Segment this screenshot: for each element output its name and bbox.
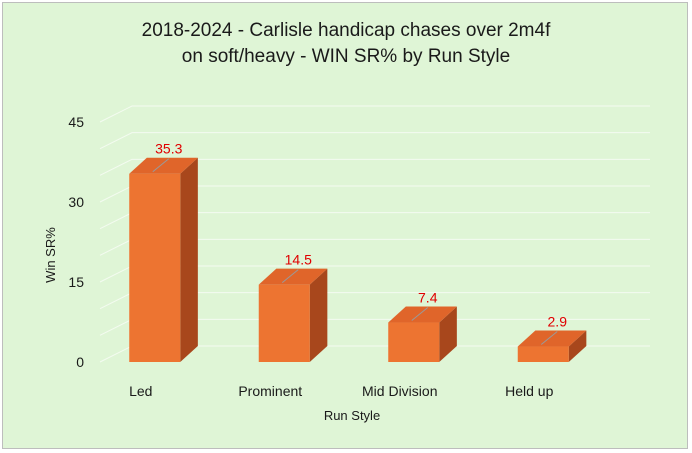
data-label: 7.4 (418, 290, 438, 306)
bar: 35.3 (129, 141, 198, 362)
data-label-leader (540, 331, 558, 345)
chart-title-line-1: 2018-2024 - Carlisle handicap chases ove… (142, 20, 551, 41)
bar-side (309, 268, 328, 362)
gridline (99, 105, 650, 123)
y-tick-label: 15 (68, 274, 84, 290)
bar-front (388, 322, 440, 362)
y-axis-ticks: 0 15 30 45 (68, 114, 84, 370)
data-label: 14.5 (285, 252, 312, 268)
bars: 35.3 14.5 7.4 2.9 (129, 141, 587, 362)
bar-side (439, 306, 457, 362)
data-label: 2.9 (548, 314, 568, 330)
y-tick-label: 30 (68, 194, 84, 210)
bar-front (517, 346, 569, 362)
data-label: 35.3 (155, 141, 182, 157)
gridline (99, 158, 650, 176)
bar-front (129, 173, 181, 362)
bar-top (517, 330, 587, 347)
bar: 7.4 (388, 290, 457, 362)
data-label-leader (281, 269, 299, 284)
gridlines (99, 105, 650, 363)
chart-title-line-2: on soft/heavy - WIN SR% by Run Style (182, 46, 510, 67)
bar: 2.9 (517, 314, 587, 362)
y-tick-label: 45 (68, 114, 84, 130)
x-axis-title: Run Style (324, 408, 380, 423)
bar: 14.5 (258, 252, 328, 362)
y-tick-label: 0 (76, 354, 84, 370)
chart-area (2, 2, 688, 449)
data-label-leader (152, 158, 170, 173)
y-axis-title: Win SR% (43, 227, 58, 283)
category-labels: Led Prominent Mid Division Held up (129, 383, 554, 399)
category-label: Prominent (238, 383, 302, 399)
gridline (99, 132, 650, 150)
category-label: Mid Division (362, 383, 437, 399)
bar-top (129, 157, 198, 174)
category-label: Held up (505, 383, 553, 399)
bar-side (568, 330, 587, 362)
bar-top (388, 306, 457, 323)
bar-top (258, 268, 328, 285)
bar-side (180, 157, 198, 362)
bar-front (258, 284, 310, 362)
category-label: Led (129, 383, 152, 399)
data-label-leader (411, 307, 429, 321)
